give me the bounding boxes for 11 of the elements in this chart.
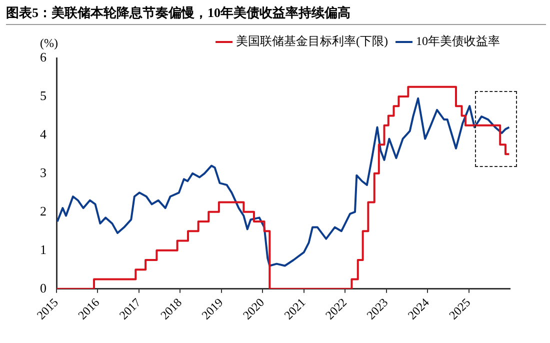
y-tick-label: 1 — [40, 242, 46, 257]
legend-label: 美国联储基金目标利率(下限) — [236, 34, 388, 48]
y-tick-label: 5 — [40, 88, 46, 103]
chart-title: 图表5：美联储本轮降息节奏偏慢，10年美债收益率持续偏高 — [6, 4, 350, 22]
y-tick-label: 2 — [40, 203, 46, 218]
y-tick-label: 6 — [40, 49, 47, 64]
legend-label: 10年美债收益率 — [416, 34, 500, 48]
y-tick-label: 3 — [40, 164, 46, 180]
y-tick-label: 4 — [40, 126, 47, 142]
y-tick-label: 0 — [40, 280, 46, 296]
y-axis-title: (%) — [40, 36, 58, 51]
